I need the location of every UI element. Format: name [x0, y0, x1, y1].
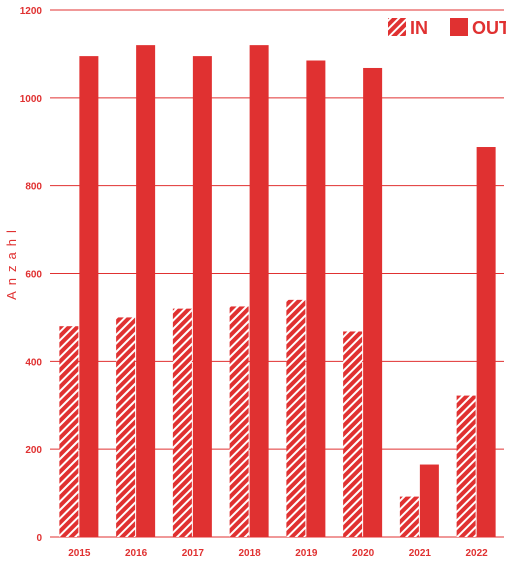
- bar-in-2019: [286, 299, 306, 537]
- bar-in-2017: [172, 308, 192, 537]
- bar-in-2022: [456, 395, 476, 537]
- y-tick-label: 1000: [20, 94, 43, 105]
- x-tick-label: 2015: [68, 548, 91, 559]
- y-tick-label: 1200: [20, 6, 43, 17]
- x-tick-label: 2021: [409, 548, 432, 559]
- bar-out-2022: [476, 147, 496, 537]
- bars: [59, 45, 496, 538]
- bar-out-2015: [79, 56, 99, 538]
- bar-out-2021: [419, 464, 439, 537]
- y-tick-label: 200: [25, 445, 42, 456]
- x-tick-label: 2020: [352, 548, 375, 559]
- legend-swatch-out: [450, 18, 468, 36]
- bar-out-2017: [192, 56, 212, 538]
- legend: IN OUT: [388, 18, 506, 38]
- legend-label-out: OUT: [472, 18, 506, 38]
- bar-out-2016: [136, 45, 156, 538]
- legend-label-in: IN: [410, 18, 428, 38]
- bar-out-2019: [306, 60, 326, 538]
- bar-out-2020: [363, 67, 383, 537]
- x-tick-label: 2018: [239, 548, 262, 559]
- x-tick-label: 2022: [466, 548, 489, 559]
- y-axis-label: Anzahl: [4, 224, 19, 300]
- bar-out-2018: [249, 45, 269, 538]
- bar-in-2020: [343, 331, 363, 537]
- y-axis-ticks: 0 200 400 600 800 1000 1200: [20, 6, 43, 544]
- bar-in-2018: [229, 306, 249, 537]
- bar-in-2021: [399, 496, 419, 537]
- y-tick-label: 600: [25, 270, 42, 281]
- bar-in-2016: [116, 317, 136, 537]
- x-tick-label: 2017: [182, 548, 205, 559]
- y-tick-label: 400: [25, 357, 42, 368]
- x-tick-label: 2016: [125, 548, 148, 559]
- legend-swatch-in: [388, 18, 406, 36]
- x-tick-label: 2019: [295, 548, 318, 559]
- x-axis-ticks: 2015 2016 2017 2018 2019 2020 2021 2022: [68, 548, 488, 559]
- bar-in-2015: [59, 326, 79, 537]
- y-tick-label: 800: [25, 182, 42, 193]
- y-tick-label: 0: [36, 533, 42, 544]
